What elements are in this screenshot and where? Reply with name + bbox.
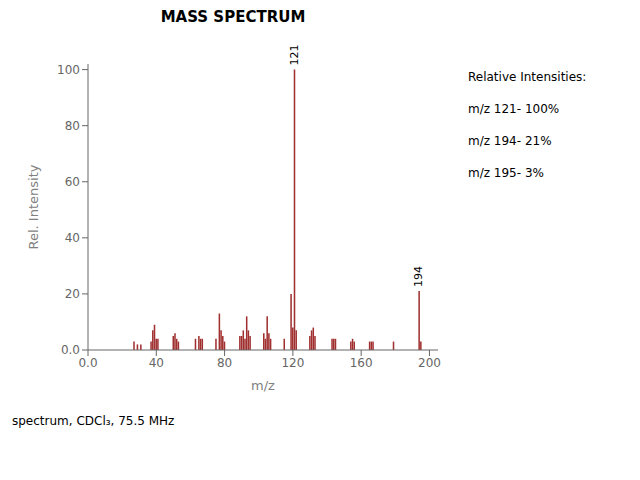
html-text:Relative Intensities:: Relative Intensities: — [468, 70, 587, 84]
svg-text:60: 60 — [65, 175, 80, 189]
svg-text:Rel. Intensity: Rel. Intensity — [26, 164, 41, 249]
svg-text:160: 160 — [350, 356, 373, 370]
html-text:spectrum, CDCl₃, 75.5 MHz: spectrum, CDCl₃, 75.5 MHz — [12, 414, 175, 428]
svg-text:120: 120 — [281, 356, 304, 370]
svg-text:20: 20 — [65, 287, 80, 301]
html-text:MASS SPECTRUM: MASS SPECTRUM — [160, 8, 306, 26]
svg-text:200: 200 — [418, 356, 441, 370]
svg-text:0.0: 0.0 — [61, 343, 80, 357]
svg-text:121: 121 — [288, 45, 301, 66]
svg-text:194: 194 — [412, 266, 425, 287]
svg-text:80: 80 — [65, 119, 80, 133]
svg-text:80: 80 — [217, 356, 232, 370]
html-text:m/z 194- 21%: m/z 194- 21% — [468, 134, 552, 148]
svg-text:0.0: 0.0 — [78, 356, 97, 370]
html-text:m/z 121- 100%: m/z 121- 100% — [468, 102, 560, 116]
svg-text:40: 40 — [65, 231, 80, 245]
svg-text:100: 100 — [57, 63, 80, 77]
svg-text:40: 40 — [149, 356, 164, 370]
html-text:m/z 195- 3%: m/z 195- 3% — [468, 166, 544, 180]
svg-text:m/z: m/z — [251, 378, 275, 393]
